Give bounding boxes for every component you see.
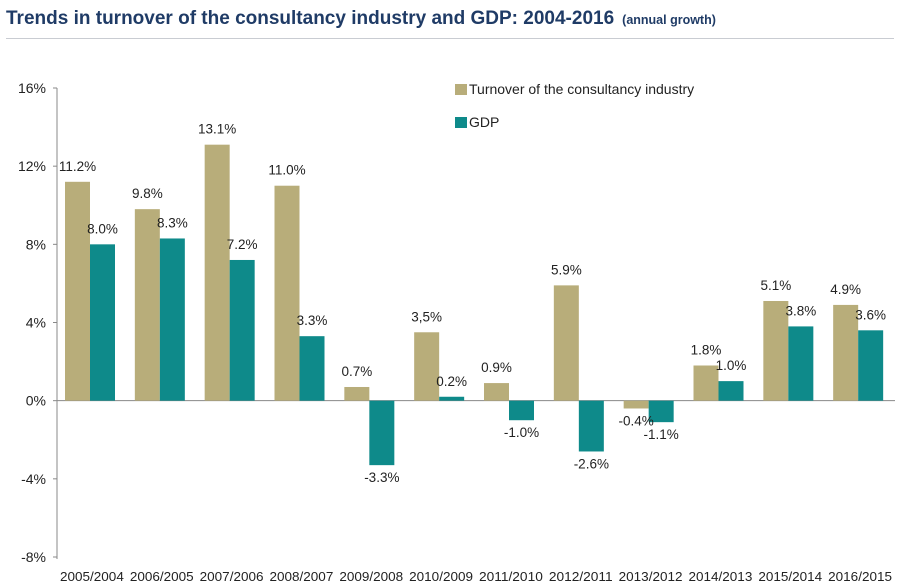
legend-swatch-turnover — [455, 84, 467, 95]
x-tick-label: 2010/2009 — [409, 570, 473, 584]
data-label-gdp: -1.0% — [504, 425, 539, 440]
y-axis: 16% 12% 8% 4% 0% -4% -8% — [18, 80, 895, 565]
bar-gdp-2014-2013 — [718, 381, 744, 401]
data-label-turnover: 0.9% — [481, 360, 512, 375]
data-label-gdp: 3.6% — [855, 307, 886, 322]
bar-gdp-2012-2011 — [578, 400, 604, 452]
bar-turnover-2013-2012 — [623, 400, 649, 409]
data-label-gdp: 3.3% — [297, 313, 328, 328]
bar-gdp-2007-2006 — [229, 259, 255, 401]
x-tick-label: 2007/2006 — [200, 570, 264, 584]
x-tick-label: 2014/2013 — [689, 570, 753, 584]
data-label-gdp: -3.3% — [364, 470, 399, 485]
bar-turnover-2010-2009 — [414, 332, 440, 401]
y-tick-label: 4% — [26, 315, 46, 331]
data-label-turnover: 11.2% — [59, 159, 96, 174]
data-label-turnover: 13.1% — [198, 122, 236, 137]
bar-gdp-2011-2010 — [509, 400, 534, 421]
x-tick-label: 2013/2012 — [619, 570, 683, 584]
x-axis-labels: 2005/2004 2006/2005 2007/2006 2008/2007 2009… — [60, 570, 892, 584]
data-label-turnover: 5.9% — [551, 262, 582, 277]
x-tick-label: 2008/2007 — [270, 570, 334, 584]
bar-gdp-2006-2005 — [159, 238, 185, 401]
bar-turnover-2015-2014 — [763, 301, 789, 401]
legend-label-gdp: GDP — [469, 114, 499, 130]
y-tick-label: 16% — [18, 80, 46, 96]
x-tick-label: 2015/2014 — [758, 570, 822, 584]
bar-turnover-2014-2013 — [693, 365, 719, 401]
data-label-turnover: -0.4% — [619, 413, 654, 428]
data-label-gdp: -2.6% — [574, 456, 609, 471]
data-label-turnover: 3,5% — [411, 309, 442, 324]
bar-turnover-2016-2015 — [833, 304, 859, 401]
y-tick-label: 12% — [18, 158, 46, 174]
title-bar: Trends in turnover of the consultancy in… — [6, 4, 894, 39]
bar-turnover-2011-2010 — [484, 383, 509, 401]
bar-gdp-2016-2015 — [858, 330, 884, 401]
data-label-turnover: 9.8% — [132, 186, 163, 201]
bar-gdp-2015-2014 — [788, 326, 814, 401]
data-label-turnover: 1.8% — [691, 342, 722, 357]
bar-turnover-2008-2007 — [274, 185, 300, 401]
legend-swatch-gdp — [455, 117, 467, 128]
bars — [65, 144, 884, 466]
data-label-gdp: -1.1% — [644, 427, 679, 442]
data-label-gdp: 3.8% — [785, 303, 816, 318]
y-tick-label: -8% — [21, 549, 46, 565]
bar-turnover-2009-2008 — [344, 386, 370, 401]
x-tick-label: 2009/2008 — [339, 570, 403, 584]
y-tick-label: 8% — [26, 236, 46, 252]
bar-gdp-2009-2008 — [369, 400, 395, 466]
x-tick-label: 2011/2010 — [479, 570, 543, 584]
chart-title: Trends in turnover of the consultancy in… — [6, 8, 716, 30]
y-tick-label: 0% — [26, 393, 46, 409]
bar-gdp-2008-2007 — [299, 336, 325, 401]
x-tick-label: 2016/2015 — [828, 570, 892, 584]
data-label-turnover: 5.1% — [760, 278, 791, 293]
bar-turnover-2005-2004 — [65, 181, 90, 401]
bar-turnover-2007-2006 — [204, 144, 230, 401]
data-label-gdp: 8.3% — [157, 215, 188, 230]
chart-subtitle: (annual growth) — [622, 13, 716, 27]
data-label-gdp: 8.0% — [87, 221, 118, 236]
x-tick-label: 2012/2011 — [549, 570, 613, 584]
data-label-gdp: 0.2% — [436, 374, 467, 389]
chart-title-text: Trends in turnover of the consultancy in… — [6, 8, 615, 29]
y-tick-label: -4% — [21, 471, 46, 487]
bar-gdp-2005-2004 — [90, 244, 115, 401]
bar-gdp-2013-2012 — [648, 400, 674, 423]
data-label-turnover: 0.7% — [341, 364, 372, 379]
data-label-turnover: 4.9% — [830, 282, 861, 297]
x-tick-label: 2006/2005 — [130, 570, 194, 584]
bar-gdp-2010-2009 — [439, 396, 465, 401]
bar-turnover-2012-2011 — [553, 285, 579, 401]
data-label-turnover: 11.0% — [268, 163, 305, 178]
legend: Turnover of the consultancy industry GDP — [455, 81, 694, 130]
data-label-gdp: 7.2% — [227, 237, 258, 252]
data-labels: 11.2% 8.0% 9.8% 8.3% 13.1% 7.2% 11.0% 3.3% 0.7% -… — [59, 122, 886, 485]
legend-label-turnover: Turnover of the consultancy industry — [469, 81, 694, 97]
data-label-gdp: 1.0% — [716, 358, 747, 373]
bar-turnover-2006-2005 — [134, 209, 160, 401]
x-tick-label: 2005/2004 — [60, 570, 124, 584]
